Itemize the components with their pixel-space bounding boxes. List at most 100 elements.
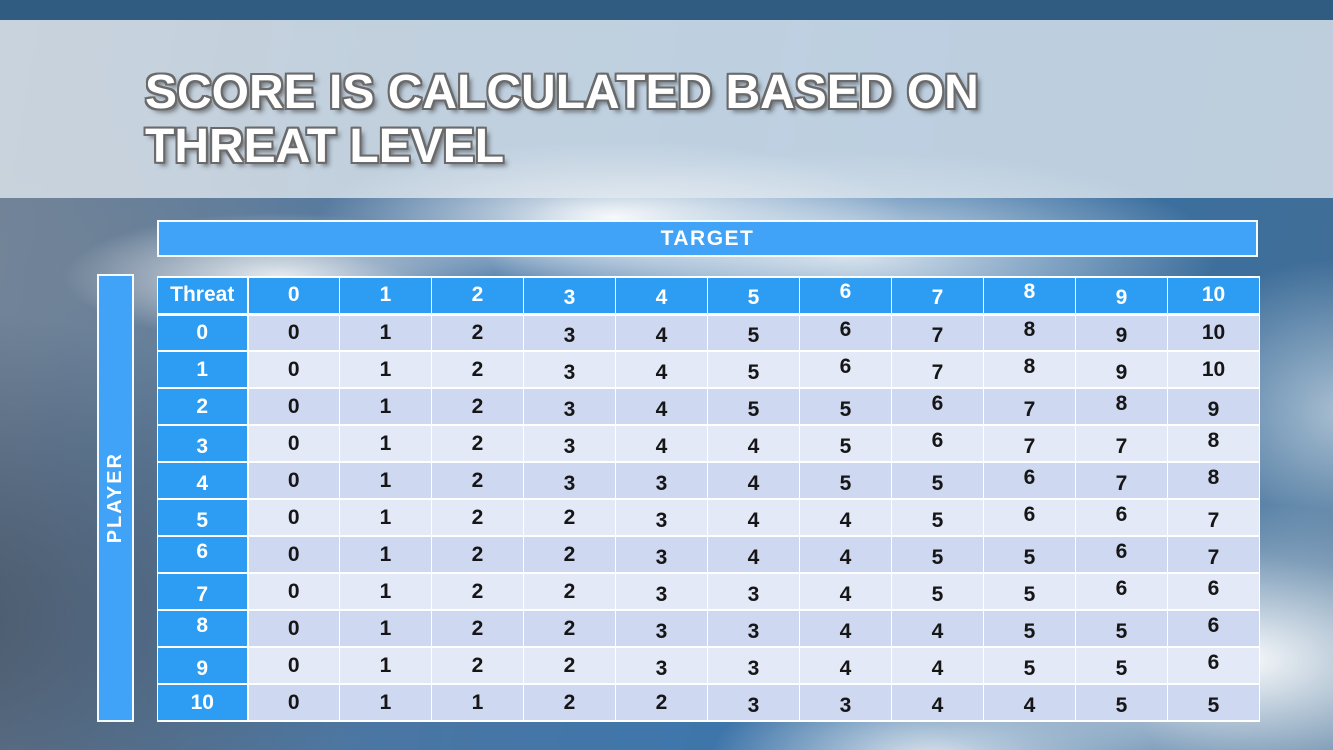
column-header: 10 <box>1167 276 1260 316</box>
table-row: 1 0 1 2 3 4 5 6 7 8 9 10 <box>157 350 1260 389</box>
table-cell: 0 <box>247 387 340 426</box>
table-cell: 6 <box>1075 535 1168 574</box>
table-cell: 6 <box>1167 646 1260 685</box>
table-cell: 5 <box>891 572 984 611</box>
table-cell: 6 <box>983 498 1076 537</box>
table-cell: 3 <box>523 350 616 389</box>
table-cell: 5 <box>983 572 1076 611</box>
table-cell: 4 <box>799 498 892 537</box>
table-cell: 2 <box>431 461 524 500</box>
table-cell: 5 <box>1075 683 1168 722</box>
table-cell: 1 <box>339 350 432 389</box>
table-cell: 2 <box>431 646 524 685</box>
table-cell: 0 <box>247 313 340 352</box>
title-band: SCORE IS CALCULATED BASED ON THREAT LEVE… <box>0 20 1333 198</box>
table-cell: 3 <box>615 572 708 611</box>
table-cell: 5 <box>707 313 800 352</box>
table-cell: 3 <box>707 646 800 685</box>
table-cell: 4 <box>891 683 984 722</box>
column-header: 9 <box>1075 276 1168 316</box>
table-cell: 6 <box>1167 572 1260 611</box>
row-header-cell: 9 <box>157 646 249 685</box>
table-cell: 3 <box>707 609 800 648</box>
table-cell: 0 <box>247 683 340 722</box>
table-cell: 3 <box>707 572 800 611</box>
table-cell: 7 <box>1075 461 1168 500</box>
table-cell: 2 <box>431 535 524 574</box>
table-cell: 0 <box>247 609 340 648</box>
column-header: 2 <box>431 276 524 316</box>
table-cell: 5 <box>1075 609 1168 648</box>
table-cell: 2 <box>431 387 524 426</box>
column-header: 6 <box>799 276 892 316</box>
table-cell: 1 <box>339 683 432 722</box>
row-header-cell: 7 <box>157 572 249 611</box>
table-cell: 4 <box>707 498 800 537</box>
table-cell: 8 <box>983 313 1076 352</box>
table-cell: 4 <box>799 646 892 685</box>
slide-title: SCORE IS CALCULATED BASED ON THREAT LEVE… <box>145 66 979 174</box>
table-cell: 5 <box>1075 646 1168 685</box>
table-cell: 4 <box>707 424 800 463</box>
table-cell: 5 <box>983 646 1076 685</box>
table-cell: 2 <box>523 498 616 537</box>
table-cell: 5 <box>799 424 892 463</box>
table-cell: 0 <box>247 572 340 611</box>
table-cell: 5 <box>707 387 800 426</box>
table-cell: 6 <box>799 350 892 389</box>
table-cell: 4 <box>799 609 892 648</box>
table-cell: 7 <box>983 424 1076 463</box>
table-cell: 2 <box>431 572 524 611</box>
table-cell: 9 <box>1075 313 1168 352</box>
table-cell: 2 <box>523 646 616 685</box>
table-cell: 2 <box>523 683 616 722</box>
column-header: 5 <box>707 276 800 316</box>
table-cell: 0 <box>247 350 340 389</box>
table-cell: 5 <box>983 609 1076 648</box>
table-cell: 2 <box>431 498 524 537</box>
row-header-cell: 8 <box>157 609 249 648</box>
table-cell: 0 <box>247 646 340 685</box>
column-header: 4 <box>615 276 708 316</box>
table-cell: 6 <box>1075 572 1168 611</box>
table-cell: 5 <box>983 535 1076 574</box>
table-cell: 1 <box>339 424 432 463</box>
table-cell: 1 <box>339 609 432 648</box>
header-row: Threat 0 1 2 3 4 5 6 7 8 9 10 <box>157 276 1260 316</box>
row-header-cell: 3 <box>157 424 249 463</box>
table-cell: 4 <box>615 350 708 389</box>
table-cell: 4 <box>615 424 708 463</box>
table-cell: 9 <box>1167 387 1260 426</box>
table-cell: 3 <box>615 646 708 685</box>
table-cell: 6 <box>891 424 984 463</box>
row-header-cell: 4 <box>157 461 249 500</box>
table-row: 10 0 1 1 2 2 3 3 4 4 5 5 <box>157 683 1260 722</box>
table-cell: 2 <box>523 535 616 574</box>
table-cell: 4 <box>799 572 892 611</box>
row-header-cell: 2 <box>157 387 249 426</box>
table-cell: 1 <box>339 387 432 426</box>
table-cell: 1 <box>339 461 432 500</box>
table-cell: 3 <box>707 683 800 722</box>
score-matrix-table: Threat 0 1 2 3 4 5 6 7 8 9 10 0 0 1 2 3 4 5 6 7 8 9 10 1 0 1 2 3 4 5 6… <box>157 276 1260 722</box>
table-cell: 5 <box>799 461 892 500</box>
table-cell: 4 <box>891 646 984 685</box>
table-cell: 0 <box>247 535 340 574</box>
column-header: 1 <box>339 276 432 316</box>
table-cell: 3 <box>523 313 616 352</box>
table-cell: 0 <box>247 498 340 537</box>
table-cell: 4 <box>615 387 708 426</box>
row-header-cell: 10 <box>157 683 249 722</box>
table-cell: 8 <box>1167 424 1260 463</box>
table-cell: 3 <box>615 535 708 574</box>
table-cell: 2 <box>523 572 616 611</box>
table-cell: 7 <box>1167 535 1260 574</box>
